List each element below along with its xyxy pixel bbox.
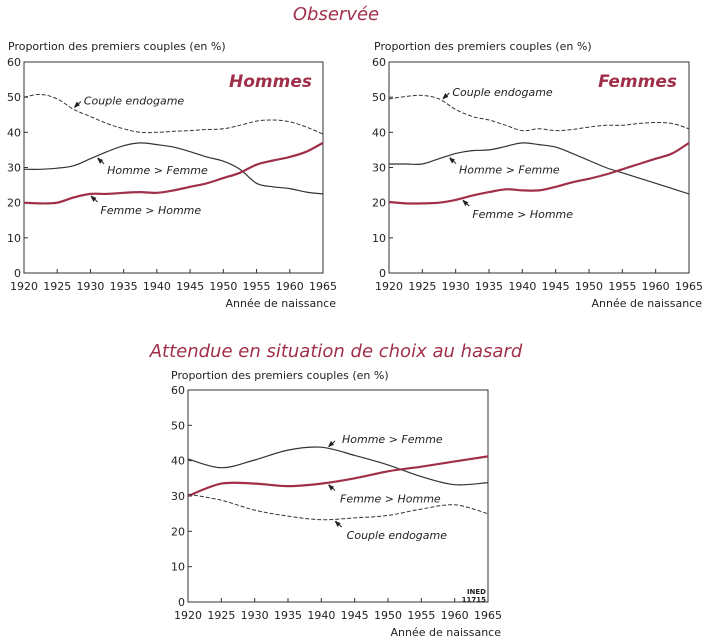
x-tick-label: 1960 [642,280,670,293]
y-tick-label: 60 [171,384,185,397]
x-tick-label: 1960 [441,609,469,622]
x-tick-label: 1925 [43,280,71,293]
y-tick-label: 10 [7,232,21,245]
x-tick-label: 1930 [442,280,470,293]
annotation-arrowhead [73,101,80,108]
series-line-femme-homme [388,141,690,205]
y-tick-label: 40 [372,126,386,139]
annotation-arrowhead [328,484,334,491]
series-annotation-couple-endogame: Couple endogame [84,94,185,107]
x-tick-label: 1935 [274,609,302,622]
y-tick-label: 50 [171,419,185,432]
x-tick-label: 1965 [309,280,337,293]
series-annotation-couple-endogame: Couple endogame [452,86,553,99]
series-line-femme-homme [187,455,489,498]
x-tick-label: 1940 [508,280,536,293]
series-line-homme-femme [23,142,324,195]
series-line-couple-endogame [187,493,489,521]
y-axis-label: Proportion des premiers couples (en %) [171,369,389,382]
x-tick-label: 1920 [174,609,202,622]
y-axis-label: Proportion des premiers couples (en %) [374,40,592,53]
y-tick-label: 50 [7,91,21,104]
series-line-homme-femme [389,142,690,195]
x-tick-label: 1965 [474,609,502,622]
series-line-homme-femme [187,446,489,486]
y-tick-label: 20 [171,525,185,538]
annotation-arrowhead [90,195,97,202]
annotation-arrowhead [449,157,455,164]
y-tick-label: 60 [7,56,21,69]
x-tick-label: 1940 [143,280,171,293]
series-line-couple-endogame [23,93,324,135]
x-tick-label: 1935 [475,280,503,293]
x-tick-label: 1935 [110,280,138,293]
panel-label: Femmes [598,72,677,92]
x-tick-label: 1955 [243,280,271,293]
x-tick-label: 1950 [209,280,237,293]
y-tick-label: 40 [7,126,21,139]
annotation-arrowhead [462,200,469,207]
x-axis-label: Année de naissance [390,626,501,639]
annotation-arrowhead [442,93,449,100]
x-tick-label: 1930 [241,609,269,622]
y-tick-label: 10 [372,232,386,245]
x-tick-label: 1945 [176,280,204,293]
x-tick-label: 1965 [675,280,703,293]
series-annotation-homme-femme: Homme > Femme [107,164,208,177]
series-annotation-femme-homme: Femme > Homme [340,493,441,506]
plot-frame [187,389,489,603]
chart-femmes: Proportion des premiers couples (en %)01… [372,40,703,310]
chart-hommes: Proportion des premiers couples (en %)01… [7,40,337,310]
series-annotation-couple-endogame: Couple endogame [347,529,448,542]
series-annotation-homme-femme: Homme > Femme [342,433,443,446]
y-tick-label: 0 [379,267,386,280]
x-tick-label: 1925 [207,609,235,622]
expected-section-title: Attendue en situation de choix au hasard [149,341,523,362]
y-tick-label: 10 [171,561,185,574]
y-tick-label: 50 [372,91,386,104]
x-tick-label: 1920 [10,280,38,293]
ined-watermark-line1: INED [467,588,486,596]
x-tick-label: 1950 [575,280,603,293]
y-tick-label: 30 [7,162,21,175]
x-axis-label: Année de naissance [225,297,336,310]
x-tick-label: 1920 [375,280,403,293]
y-tick-label: 20 [7,197,21,210]
y-tick-label: 30 [372,162,386,175]
x-axis-label: Année de naissance [591,297,702,310]
x-tick-label: 1955 [407,609,435,622]
x-tick-label: 1930 [76,280,104,293]
y-tick-label: 0 [178,596,185,609]
observed-section-title: Observée [293,4,379,25]
x-tick-label: 1945 [542,280,570,293]
series-line-femme-homme [23,141,324,205]
y-tick-label: 30 [171,490,185,503]
y-tick-label: 60 [372,56,386,69]
annotation-arrowhead [328,440,334,447]
x-tick-label: 1945 [341,609,369,622]
x-tick-label: 1960 [276,280,304,293]
x-tick-label: 1955 [608,280,636,293]
annotation-arrowhead [334,520,341,527]
series-line-couple-endogame [388,94,690,132]
series-annotation-femme-homme: Femme > Homme [100,204,201,217]
series-annotation-homme-femme: Homme > Femme [459,164,560,177]
annotation-arrowhead [97,157,104,164]
panel-label: Hommes [229,72,312,92]
y-tick-label: 20 [372,197,386,210]
y-tick-label: 0 [14,267,21,280]
y-tick-label: 40 [171,455,185,468]
y-axis-label: Proportion des premiers couples (en %) [8,40,226,53]
series-annotation-femme-homme: Femme > Homme [472,208,573,221]
x-tick-label: 1940 [307,609,335,622]
ined-watermark-number: 11715 [462,596,486,604]
x-tick-label: 1950 [374,609,402,622]
chart-expected: Proportion des premiers couples (en %)01… [171,369,502,639]
x-tick-label: 1925 [408,280,436,293]
